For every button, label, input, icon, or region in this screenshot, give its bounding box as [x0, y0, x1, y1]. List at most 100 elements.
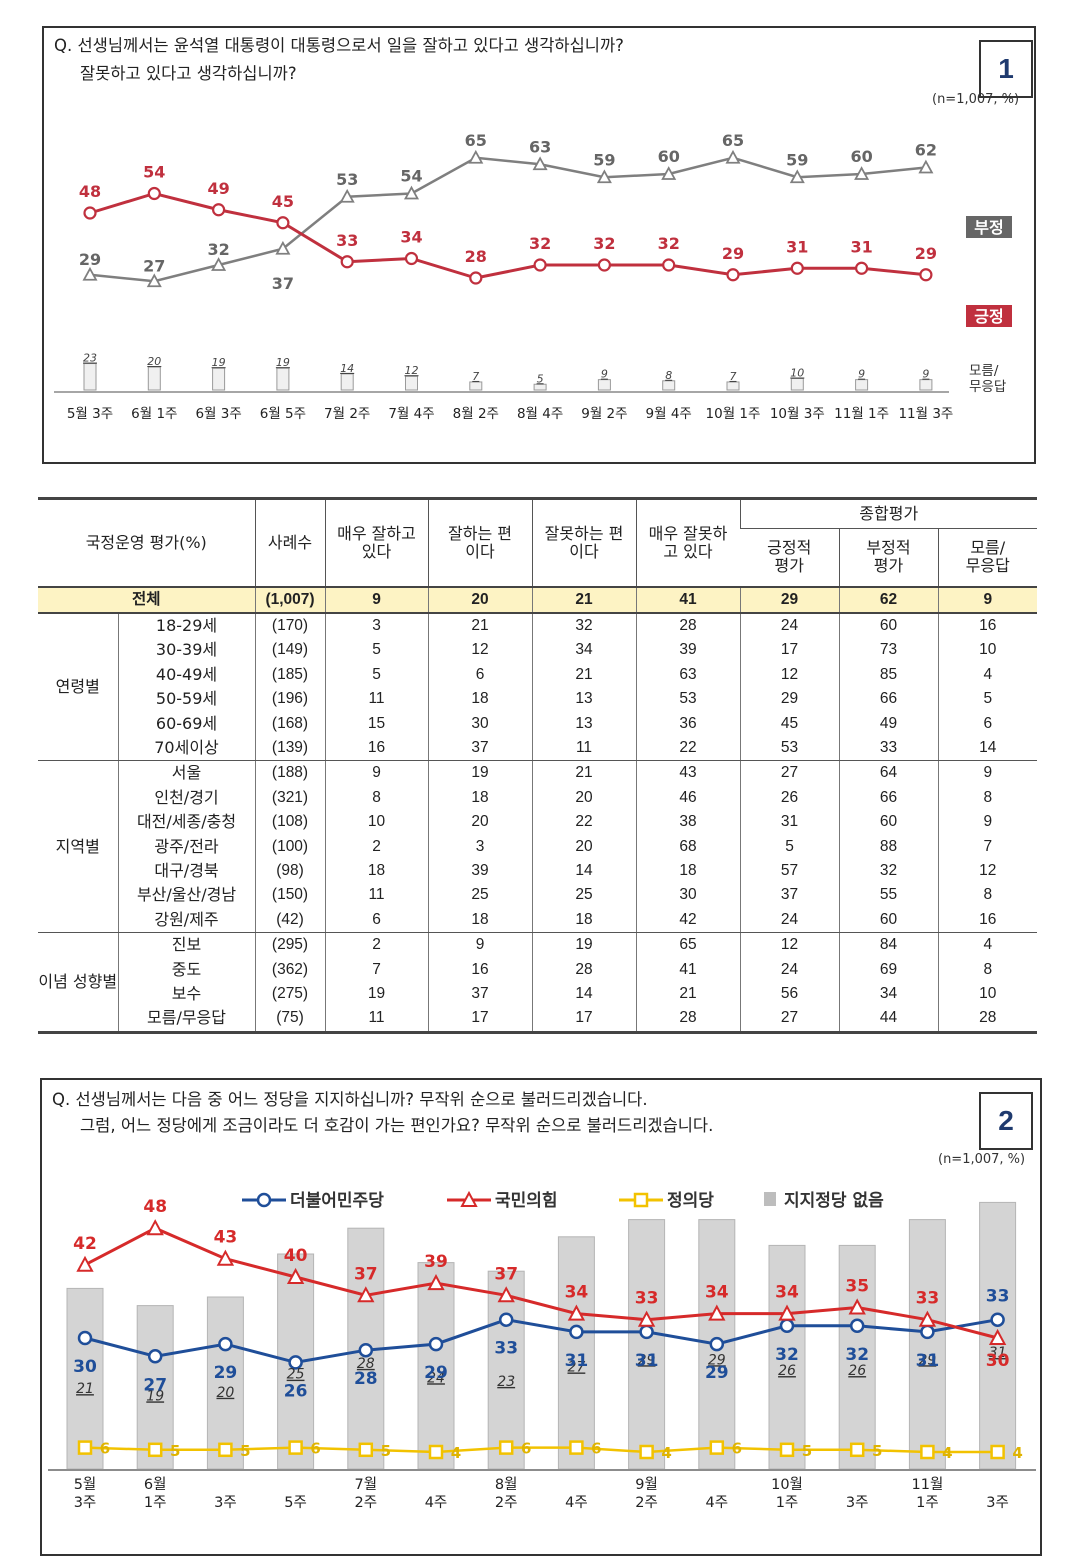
negative-value-label: 53: [336, 170, 358, 189]
table-cell: 18: [531, 907, 636, 933]
table-cell: 85: [838, 662, 938, 688]
table-cell: 27: [739, 1006, 839, 1034]
row-label: 광주/전라: [117, 834, 255, 859]
table-cell: 14: [531, 981, 636, 1007]
table-cell: 45: [739, 711, 839, 736]
positive-value-label: 32: [658, 234, 680, 253]
positive-point: [790, 261, 804, 275]
row-sample-size: (42): [254, 907, 325, 933]
table-cell: 44: [838, 1006, 938, 1034]
legend-marker-justice: [633, 1192, 649, 1208]
dp-value-label: 32: [845, 1345, 869, 1365]
sample-size-note: (n=1,007, %): [938, 1152, 1026, 1167]
table-row: 모름/무응답 (75) 11 17 17 28 27 44 28: [38, 1006, 1037, 1034]
justice-point: [849, 1442, 865, 1458]
negative-point: [918, 159, 934, 174]
no-party-bar-label: 31: [989, 1345, 1007, 1361]
ppp-point: [497, 1286, 515, 1303]
dp-point: [779, 1318, 795, 1334]
group-label: 이념 성향별: [38, 932, 118, 1034]
dp-point: [920, 1324, 935, 1340]
row-sample-size: (321): [254, 785, 325, 811]
no-party-bar-label: 28: [357, 1356, 375, 1372]
row-sample-size: (275): [254, 981, 325, 1007]
justice-value-label: 6: [100, 1440, 110, 1458]
table-cell: 66: [838, 687, 938, 712]
table-cell: 6: [324, 907, 428, 933]
justice-value-label: 4: [451, 1444, 461, 1462]
table-cell: 9: [937, 760, 1037, 786]
table-row: 강원/제주 (42) 6 18 18 42 24 60 16: [38, 907, 1037, 933]
table-cell: 63: [635, 662, 740, 688]
justice-value-label: 6: [591, 1440, 601, 1458]
table-cell: 24: [739, 612, 839, 639]
header-very-good: 매우 잘하고 있다: [324, 497, 428, 588]
table-cell: 28: [635, 1006, 740, 1034]
table-cell: 4: [937, 662, 1037, 688]
justice-value-label: 4: [661, 1444, 671, 1462]
ppp-point: [988, 1328, 1007, 1345]
no-party-bar-label: 19: [146, 1388, 164, 1404]
table-cell: 14: [937, 735, 1037, 762]
table-body: 전체 (1,007) 9 20 21 41 29 62 9 연령별 18-29세(…: [38, 586, 1037, 1034]
dk-bar: [726, 381, 740, 391]
table-cell: 16: [324, 735, 428, 762]
no-party-bar-label: 26: [778, 1363, 796, 1379]
positive-point: [469, 271, 483, 285]
row-label: 강원/제주: [117, 907, 255, 933]
no-party-bar: [206, 1296, 244, 1470]
dk-bar: [597, 379, 611, 391]
row-label: 40-49세: [117, 662, 255, 688]
ppp-value-label: 34: [705, 1283, 729, 1303]
x-tick-label: 2주: [495, 1495, 518, 1511]
row-label: 보수: [117, 981, 255, 1007]
negative-line: [89, 156, 927, 283]
dp-value-label: 33: [494, 1339, 518, 1359]
positive-point: [919, 268, 933, 282]
table-cell: 24: [739, 957, 839, 982]
positive-point: [404, 251, 419, 266]
table-cell: 28: [937, 1006, 1037, 1034]
table-row: 50-59세 (196) 11 18 13 53 29 66 5: [38, 687, 1037, 712]
dk-bar: [855, 379, 869, 391]
justice-value-label: 6: [732, 1440, 742, 1458]
justice-point: [920, 1444, 935, 1460]
approval-crosstab-table: 국정운영 평가(%) 사례수 매우 잘하고 있다 잘하는 편이다 잘못하는 편이…: [38, 497, 1037, 1034]
dp-point: [498, 1312, 514, 1327]
header-positive: 긍정적 평가: [740, 528, 839, 588]
table-cell: 9: [427, 932, 532, 958]
negative-value-label: 60: [850, 147, 872, 166]
table-cell: 33: [838, 735, 938, 762]
x-tick-label: 4주: [425, 1495, 448, 1511]
table-row: 대구/경북 (98) 18 39 14 18 57 32 12: [38, 858, 1037, 884]
no-party-bar: [628, 1219, 666, 1470]
positive-point: [83, 206, 97, 220]
negative-point: [854, 166, 870, 180]
negative-point: [211, 257, 227, 271]
table-cell: 53: [739, 735, 839, 762]
negative-point: [596, 169, 612, 184]
row-label: 50-59세: [117, 687, 255, 712]
dk-bar-label: 14: [340, 362, 354, 375]
dk-bar: [919, 379, 933, 391]
legend-negative-box: [966, 216, 1012, 238]
table-cell: 69: [838, 957, 938, 982]
table-cell: 36: [635, 711, 740, 736]
positive-point: [276, 216, 290, 230]
ppp-value-label: 37: [354, 1264, 378, 1284]
legend-label-ppp: 국민의힘: [495, 1190, 558, 1211]
table-cell: 22: [531, 810, 636, 835]
table-cell: 84: [838, 932, 938, 958]
x-tick-label: 8월 2주: [453, 406, 499, 422]
approval-chart-panel: Q. 선생님께서는 윤석열 대통령이 대통령으로서 일을 잘하고 있다고 생각하…: [42, 26, 1036, 464]
negative-point: [661, 166, 677, 180]
x-tick-label: 2주: [635, 1495, 658, 1511]
question-line-2: 그럼, 어느 정당에게 조금이라도 더 호감이 가는 편인가요? 무작위 순으로…: [80, 1116, 714, 1135]
header-sample-size: 사례수: [254, 497, 325, 588]
header-dk: 모름/ 무응답: [937, 528, 1037, 588]
dp-point: [218, 1336, 233, 1352]
dp-value-label: 31: [635, 1351, 659, 1371]
dp-point: [849, 1318, 865, 1334]
positive-point: [212, 203, 226, 217]
table-cell: 17: [739, 638, 839, 663]
